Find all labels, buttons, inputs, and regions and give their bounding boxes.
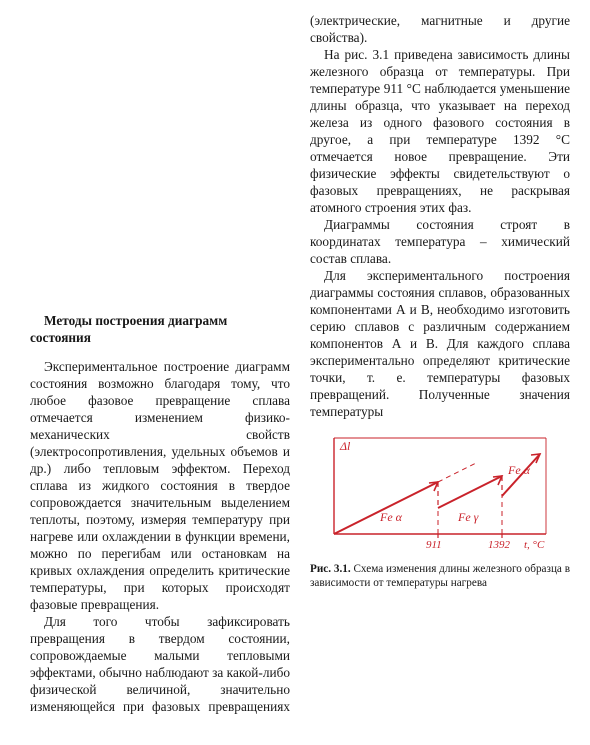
figure-3-1: Δl Fe α Fe γ Fe α 911 1392 t, °C <box>310 426 560 556</box>
svg-text:911: 911 <box>426 539 442 551</box>
page: Методы построения диаграмм состояния Экс… <box>0 0 590 729</box>
paragraph-3: На рис. 3.1 приведена зависимость длины … <box>310 46 570 216</box>
paragraph-5: Для экспериментального построения диагра… <box>310 267 570 420</box>
svg-text:Fe α: Fe α <box>379 510 403 524</box>
heading-line-1: Методы построения диаграмм <box>30 312 290 329</box>
heading-line-2: состояния <box>30 329 290 346</box>
svg-text:Fe γ: Fe γ <box>457 510 479 524</box>
figure-caption: Рис. 3.1. Схема изменения длины железног… <box>310 562 570 590</box>
svg-text:1392: 1392 <box>488 539 511 551</box>
section-heading: Методы построения диаграмм состояния <box>30 312 290 346</box>
figure-caption-lead: Рис. 3.1. <box>310 563 351 575</box>
paragraph-4: Диаграммы состояния строят в координатах… <box>310 216 570 267</box>
svg-text:Fe α: Fe α <box>507 463 531 477</box>
svg-text:t, °C: t, °C <box>524 539 545 551</box>
figure-block: Δl Fe α Fe γ Fe α 911 1392 t, °C Рис. 3.1. Схе… <box>310 426 570 590</box>
svg-text:Δl: Δl <box>339 439 351 453</box>
paragraph-1: Экспериментальное построение диаграмм со… <box>30 358 290 613</box>
